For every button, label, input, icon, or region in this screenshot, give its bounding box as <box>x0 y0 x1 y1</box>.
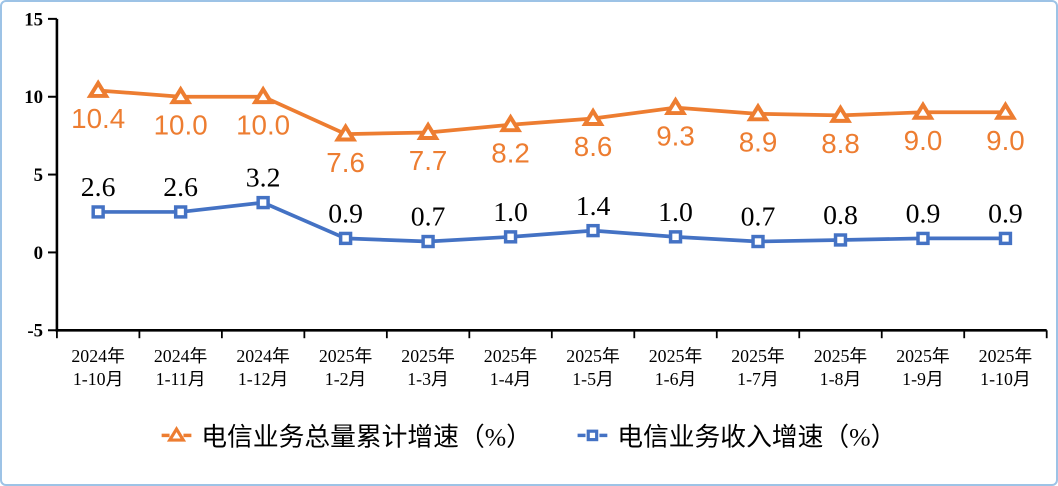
data-label-s1-5: 1.0 <box>493 197 528 228</box>
x-axis-category-label: 2025年 1-8月 <box>814 346 868 389</box>
x-axis-category-label: 2025年 1-5月 <box>566 346 620 389</box>
data-label-s1-2: 3.2 <box>246 163 281 194</box>
legend: 电信业务总量累计增速（%） 电信业务收入增速（%） <box>161 422 896 451</box>
data-label-s0-3: 7.6 <box>326 147 365 178</box>
data-label-s0-0: 10.4 <box>71 103 125 134</box>
legend-label-0: 电信业务总量累计增速（%） <box>201 422 532 451</box>
data-point-marker-s0-1 <box>169 85 193 105</box>
data-label-s1-0: 2.6 <box>81 172 116 203</box>
legend-square-marker-icon <box>586 429 599 442</box>
data-point-marker-s0-3 <box>334 122 358 142</box>
y-axis-tick-label: 5 <box>34 165 43 186</box>
data-point-marker-s1-1 <box>173 205 188 219</box>
data-point-marker-s0-10 <box>911 101 935 120</box>
data-label-s0-9: 8.8 <box>821 128 860 159</box>
data-label-s0-11: 9.0 <box>986 125 1025 156</box>
data-label-s0-4: 7.7 <box>409 145 448 176</box>
data-point-marker-s1-2 <box>256 195 270 210</box>
data-point-marker-s0-8 <box>746 102 770 122</box>
x-axis-category-label: 2025年 1-7月 <box>731 346 785 389</box>
data-point-marker-s1-11 <box>998 231 1013 246</box>
data-point-marker-s0-0 <box>86 79 110 98</box>
data-point-marker-s0-5 <box>499 113 523 133</box>
data-point-marker-s0-11 <box>993 101 1017 120</box>
y-axis-tick-label: 15 <box>24 9 43 30</box>
x-axis-category-label: 2025年 1-3月 <box>401 346 455 389</box>
data-label-s0-1: 10.0 <box>154 109 208 140</box>
series-line-0 <box>96 88 1008 136</box>
legend-label-1: 电信业务收入增速（%） <box>617 422 896 451</box>
data-label-s1-10: 0.9 <box>906 199 941 230</box>
data-label-s0-10: 9.0 <box>904 125 943 156</box>
data-point-marker-s1-4 <box>421 234 435 249</box>
data-label-s1-9: 0.8 <box>823 200 858 231</box>
x-axis-category-label: 2024年 1-10月 <box>71 346 125 389</box>
x-axis-category-label: 2025年 1-4月 <box>484 346 538 389</box>
data-label-s1-8: 0.7 <box>741 202 776 233</box>
data-point-marker-s1-10 <box>916 231 930 246</box>
y-axis-tick-label: 10 <box>24 87 43 108</box>
data-point-marker-s1-0 <box>91 205 105 219</box>
data-point-marker-s0-7 <box>664 96 688 116</box>
legend-item-1: 电信业务收入增速（%） <box>577 422 896 451</box>
data-point-marker-s1-9 <box>833 233 848 247</box>
data-label-s1-1: 2.6 <box>163 172 198 203</box>
data-label-s0-7: 9.3 <box>656 120 695 151</box>
x-axis-category-label: 2025年 1-9月 <box>896 346 950 389</box>
data-point-marker-s1-7 <box>668 230 683 244</box>
data-point-marker-s0-2 <box>251 85 275 105</box>
data-label-s1-6: 1.4 <box>576 191 611 222</box>
series-line-1 <box>96 200 1008 244</box>
data-point-marker-s0-4 <box>416 121 440 140</box>
y-axis-tick-label: 0 <box>34 243 43 264</box>
x-axis-category-label: 2025年 1-6月 <box>649 346 703 389</box>
data-point-marker-s1-5 <box>503 230 518 244</box>
data-label-s0-8: 8.9 <box>739 127 778 158</box>
data-point-marker-s0-6 <box>581 107 605 126</box>
data-label-s1-7: 1.0 <box>658 197 693 228</box>
x-axis-category-label: 2024年 1-11月 <box>154 346 208 389</box>
data-label-s1-11: 0.9 <box>988 199 1023 230</box>
legend-item-0: 电信业务总量累计增速（%） <box>161 422 532 451</box>
data-label-s0-5: 8.2 <box>491 137 530 168</box>
data-point-marker-s1-6 <box>586 223 600 238</box>
x-axis-category-label: 2025年 1-10月 <box>979 346 1033 389</box>
data-label-s0-6: 8.6 <box>574 131 613 162</box>
x-axis-category-label: 2025年 1-2月 <box>319 346 373 389</box>
x-axis-category-label: 2024年 1-12月 <box>236 346 290 389</box>
data-point-marker-s0-9 <box>829 104 852 123</box>
data-point-marker-s1-8 <box>751 234 765 249</box>
data-label-s1-4: 0.7 <box>411 202 446 233</box>
data-label-s0-2: 10.0 <box>236 109 290 140</box>
data-label-s1-3: 0.9 <box>328 199 363 230</box>
y-axis-tick-label: -5 <box>27 321 43 342</box>
legend-triangle-marker-icon <box>166 426 187 442</box>
data-point-marker-s1-3 <box>338 231 353 246</box>
